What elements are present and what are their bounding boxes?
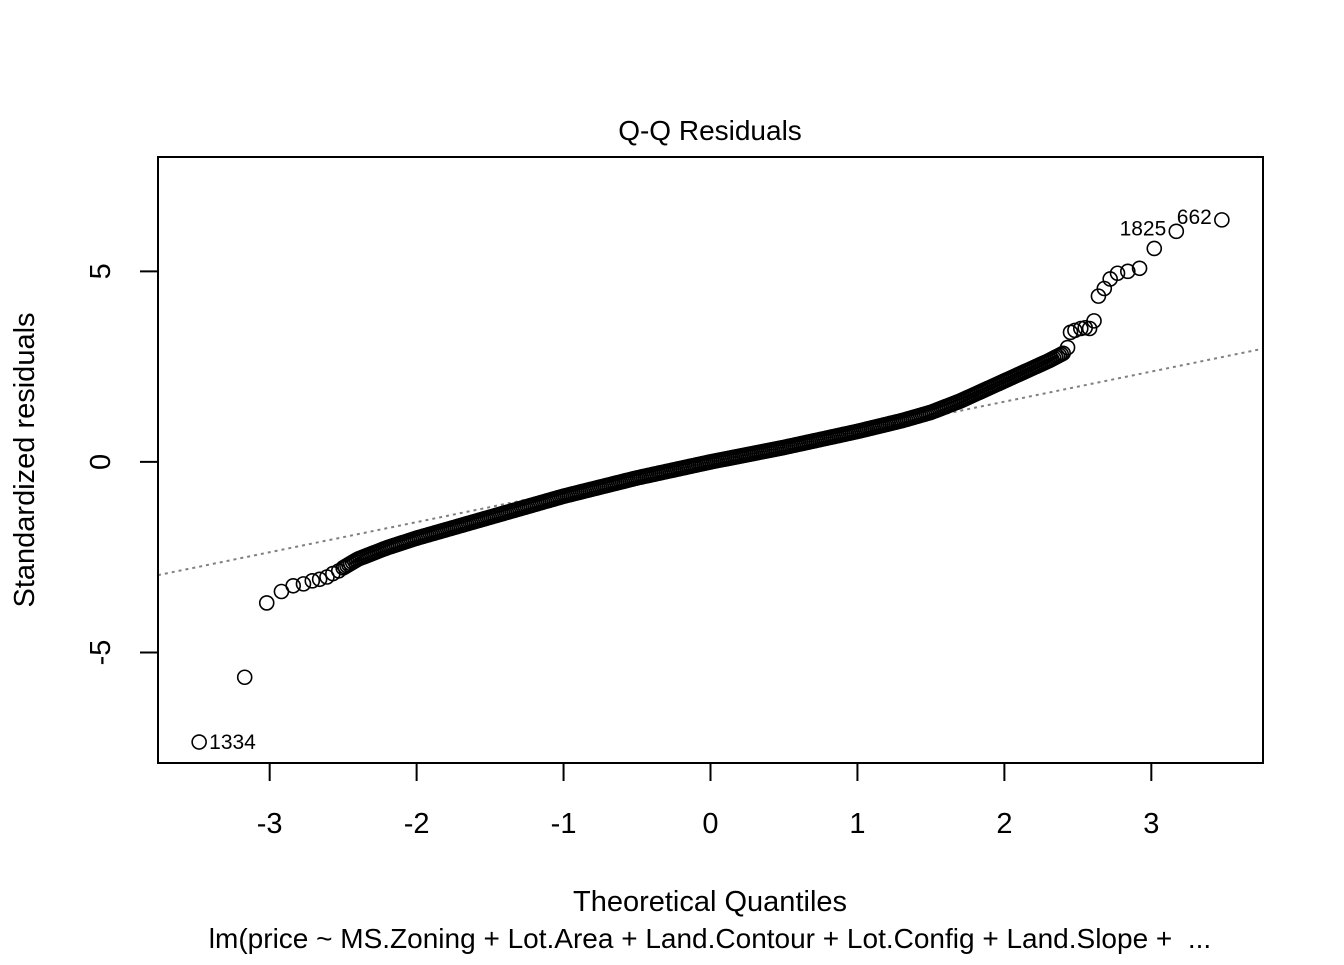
chart-title: Q-Q Residuals (618, 115, 802, 146)
x-tick-label: -2 (404, 808, 430, 840)
data-point (295, 576, 312, 592)
labeled-point-662 (1214, 212, 1230, 228)
y-tick-label: -5 (85, 640, 117, 666)
labeled-point-1825 (1168, 223, 1185, 240)
data-point (1081, 320, 1098, 337)
data-point (1109, 265, 1126, 282)
x-tick-label: -3 (257, 808, 283, 840)
x-axis-label: Theoretical Quantiles (573, 886, 847, 918)
reference-line (157, 347, 1264, 577)
data-point (304, 573, 321, 589)
x-tick-label: 0 (702, 808, 718, 840)
x-tick-label: 1 (849, 808, 865, 840)
data-point (1086, 313, 1102, 329)
model-formula-subtitle: lm(price ~ MS.Zoning + Lot.Area + Land.C… (209, 923, 1211, 954)
x-tick-label: 2 (996, 808, 1012, 840)
y-tick-label: 0 (85, 454, 117, 470)
x-axis: -3 -2 -1 0 1 2 3 (257, 762, 1159, 840)
data-point (236, 669, 253, 686)
y-axis: -5 0 5 (85, 263, 159, 666)
reference-line-layer (157, 347, 1264, 577)
point-labels-layer: 1334 1825 662 (209, 206, 1212, 754)
data-point (285, 577, 301, 594)
y-axis-label: Standardized residuals (9, 312, 41, 607)
data-point (330, 563, 347, 579)
data-point (1059, 339, 1076, 356)
data-point (1120, 263, 1136, 280)
labeled-point-1334 (191, 734, 207, 750)
data-point (1146, 240, 1163, 257)
data-point (258, 595, 275, 611)
point-label-1825: 1825 (1120, 217, 1167, 240)
point-label-662: 662 (1177, 206, 1212, 229)
x-tick-label: -1 (551, 808, 577, 840)
data-point (1131, 260, 1148, 277)
points-layer (191, 212, 1230, 750)
y-tick-label: 5 (85, 263, 117, 279)
data-point (311, 571, 328, 588)
point-label-1334: 1334 (209, 731, 256, 754)
x-tick-label: 3 (1143, 808, 1159, 840)
